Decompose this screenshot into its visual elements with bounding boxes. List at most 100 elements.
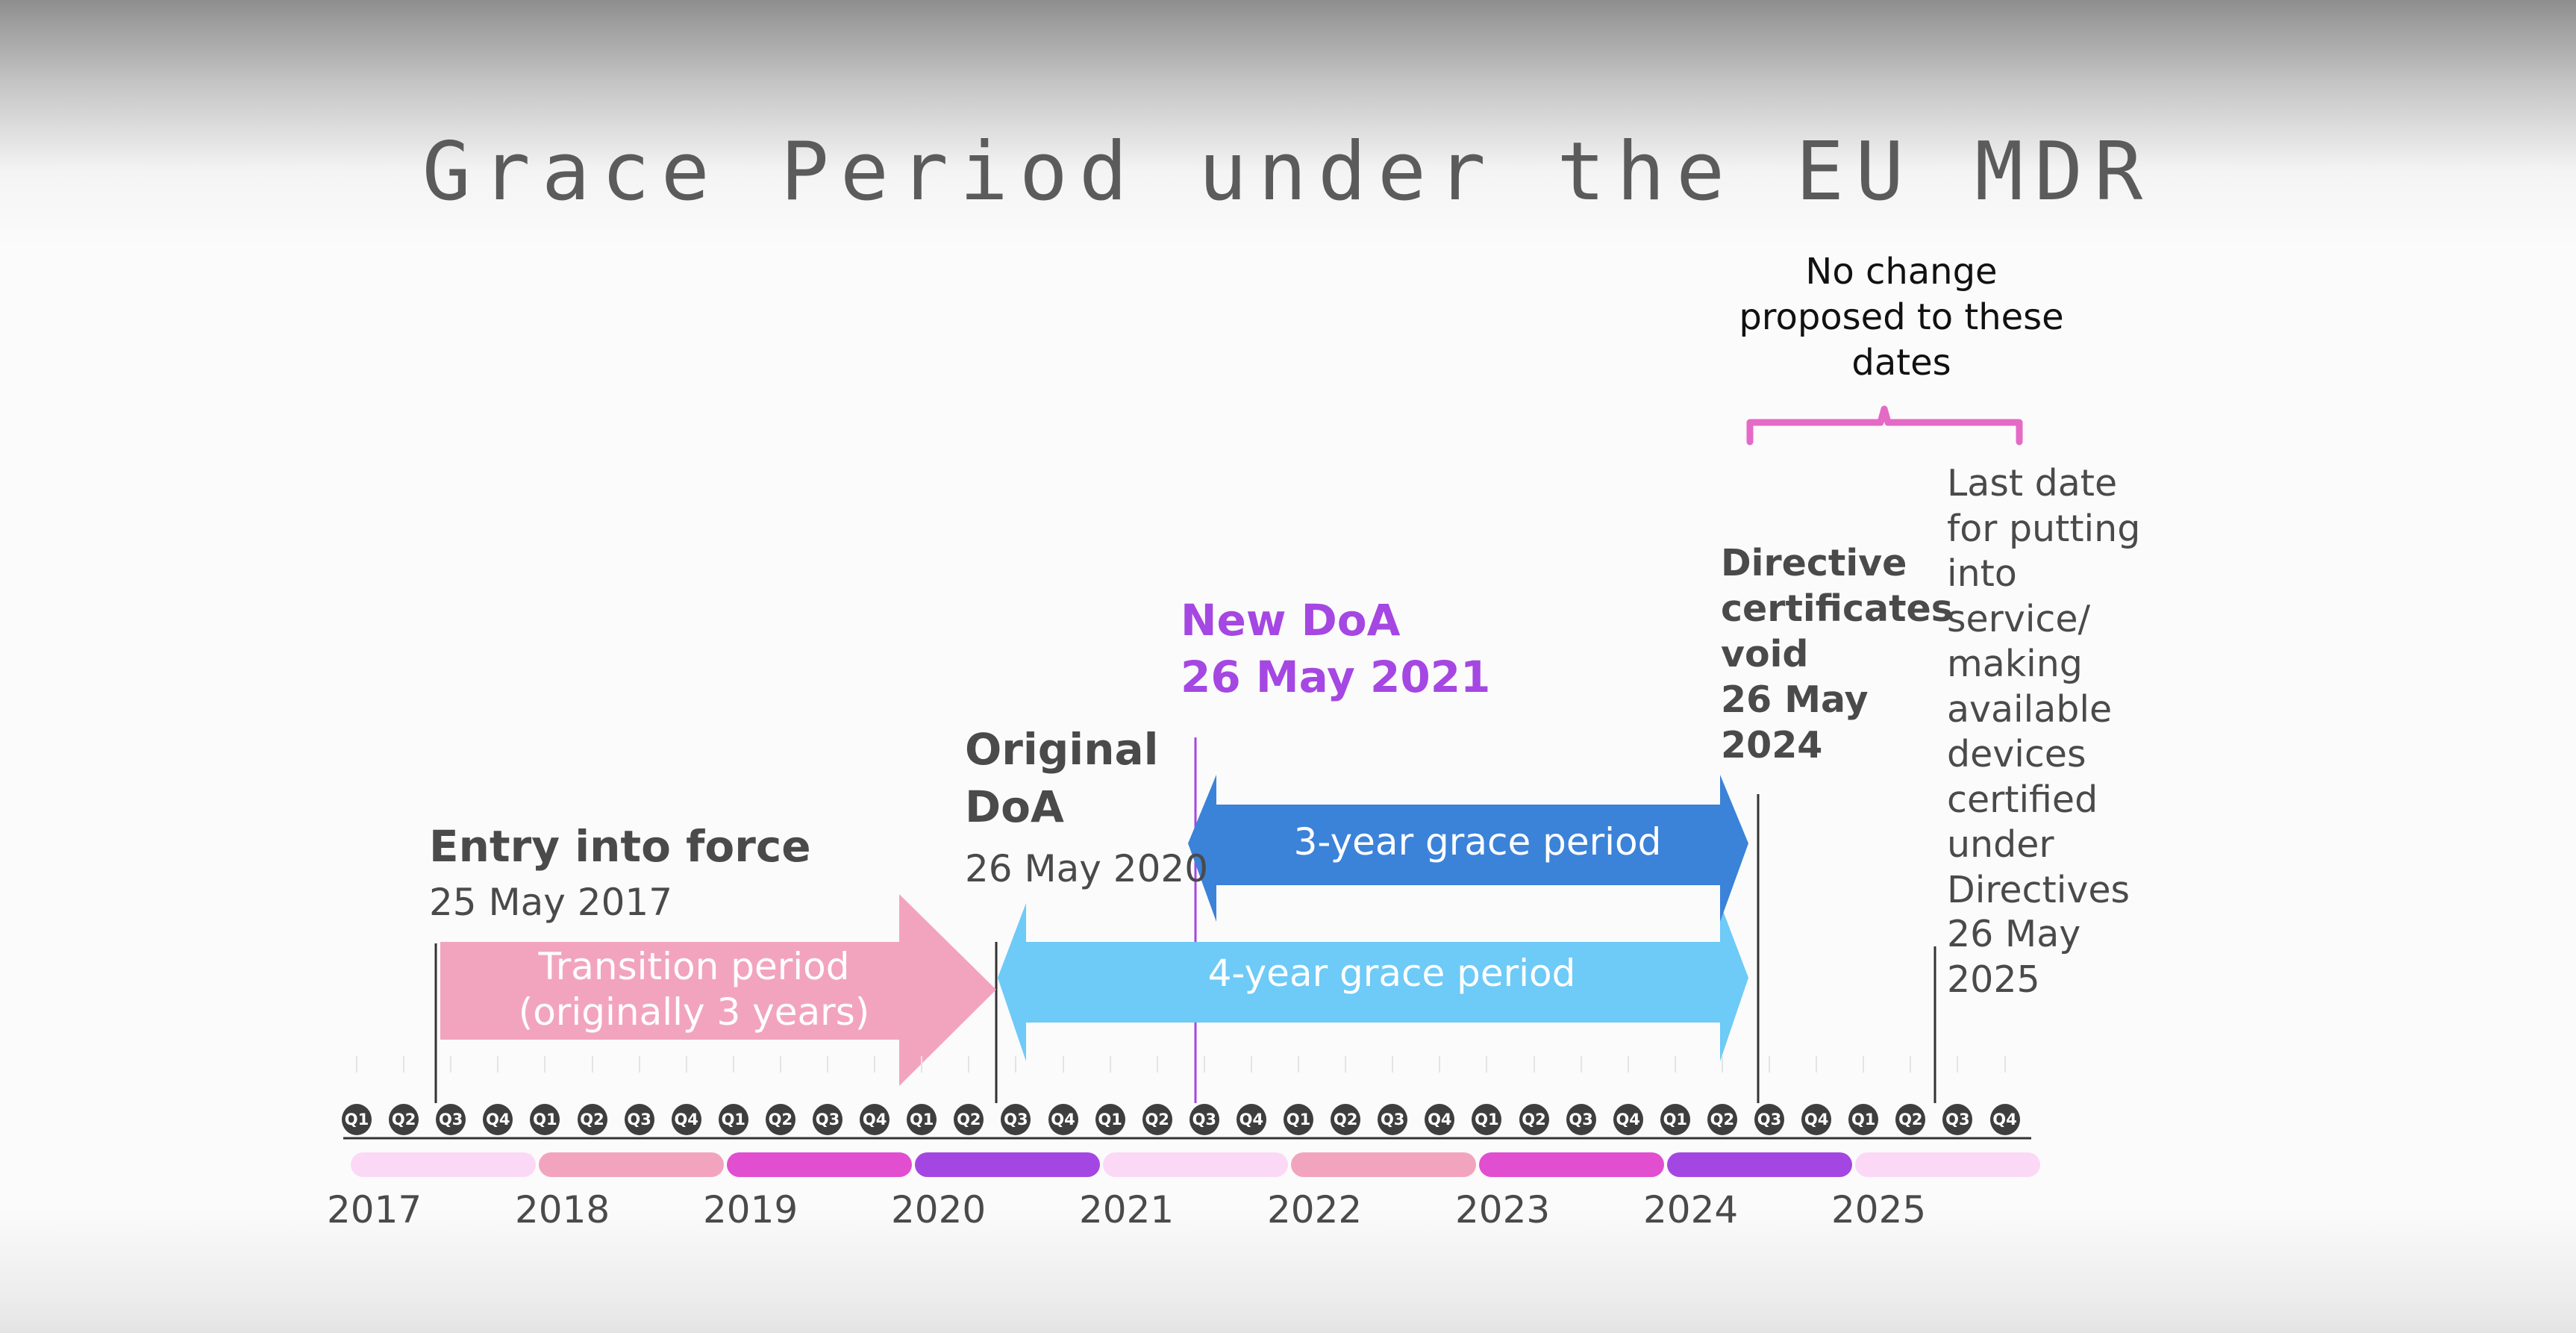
quarter-tick <box>1156 1056 1158 1073</box>
quarter-marker: Q1 <box>1095 1104 1125 1135</box>
quarter-tick <box>1533 1056 1535 1073</box>
quarter-tick <box>1439 1056 1441 1073</box>
new-doa-title: New DoA <box>1181 595 1401 646</box>
year-label: 2024 <box>1643 1188 1739 1231</box>
quarter-tick <box>1910 1056 1912 1073</box>
quarter-tick <box>779 1056 781 1073</box>
quarter-marker: Q1 <box>1284 1104 1313 1135</box>
transition-period-label: Transition period (originally 3 years) <box>518 945 870 1034</box>
4-year-grace-label: 4-year grace period <box>1207 952 1576 995</box>
quarter-tick <box>921 1056 923 1073</box>
year-bar <box>1479 1152 1664 1177</box>
quarter-marker: Q2 <box>1707 1104 1737 1135</box>
quarter-marker: Q2 <box>765 1104 795 1135</box>
quarter-tick <box>1721 1056 1723 1073</box>
quarter-marker: Q3 <box>813 1104 842 1135</box>
quarter-tick <box>874 1056 876 1073</box>
year-bar <box>351 1152 536 1177</box>
directive-certificates-void-date: 26 May 2024 <box>1721 678 1869 767</box>
entry-into-force-title: Entry into force <box>429 821 811 872</box>
quarter-tick <box>827 1056 828 1073</box>
quarter-marker: Q4 <box>483 1104 513 1135</box>
quarter-marker: Q2 <box>1519 1104 1549 1135</box>
quarter-marker: Q3 <box>1566 1104 1596 1135</box>
quarter-tick <box>1769 1056 1770 1073</box>
quarter-marker: Q4 <box>1236 1104 1266 1135</box>
quarter-tick <box>685 1056 687 1073</box>
quarter-tick <box>1345 1056 1347 1073</box>
quarter-marker: Q3 <box>624 1104 654 1135</box>
quarter-tick <box>1816 1056 1818 1073</box>
quarter-marker: Q2 <box>1142 1104 1172 1135</box>
original-doa-title: Original DoA <box>965 724 1159 832</box>
quarter-tick <box>1486 1056 1488 1073</box>
quarter-marker: Q3 <box>1001 1104 1031 1135</box>
quarter-marker: Q2 <box>954 1104 984 1135</box>
year-bar <box>1103 1152 1288 1177</box>
quarter-tick <box>1674 1056 1676 1073</box>
quarter-tick <box>1392 1056 1394 1073</box>
year-bar <box>1667 1152 1852 1177</box>
quarter-tick <box>1015 1056 1017 1073</box>
quarter-marker: Q2 <box>1895 1104 1926 1135</box>
year-label: 2023 <box>1455 1188 1551 1231</box>
quarter-tick <box>1203 1056 1205 1073</box>
quarter-marker: Q3 <box>1189 1104 1219 1135</box>
quarter-tick <box>1298 1056 1299 1073</box>
year-label: 2017 <box>327 1188 422 1231</box>
quarter-tick <box>1062 1056 1064 1073</box>
quarter-marker: Q2 <box>1331 1104 1361 1135</box>
quarter-tick <box>1627 1056 1629 1073</box>
directive-certificates-void-title: Directive certificates void <box>1721 542 1953 675</box>
quarter-marker: Q4 <box>1801 1104 1832 1135</box>
quarter-marker: Q1 <box>1660 1104 1690 1135</box>
quarter-tick <box>544 1056 546 1073</box>
quarter-tick <box>1580 1056 1582 1073</box>
transition-period-arrow <box>440 894 996 1086</box>
3-year-grace-label: 3-year grace period <box>1293 820 1662 864</box>
quarter-tick <box>591 1056 593 1073</box>
quarter-tick <box>403 1056 405 1073</box>
quarter-marker: Q4 <box>1425 1104 1455 1135</box>
3-year-grace-arrow <box>1188 775 1748 922</box>
quarter-tick <box>1957 1056 1959 1073</box>
quarter-marker: Q3 <box>1378 1104 1408 1135</box>
year-label: 2019 <box>703 1188 798 1231</box>
entry-into-force-date: 25 May 2017 <box>429 881 673 924</box>
quarter-marker: Q4 <box>671 1104 701 1135</box>
quarter-marker: Q3 <box>1942 1104 1973 1135</box>
quarter-marker: Q1 <box>342 1104 372 1135</box>
year-bar <box>915 1152 1100 1177</box>
quarter-marker: Q1 <box>718 1104 748 1135</box>
quarter-marker: Q4 <box>1613 1104 1643 1135</box>
quarter-marker: Q2 <box>389 1104 419 1135</box>
last-date-description: Last date for putting into service/ maki… <box>1947 462 2141 911</box>
quarter-marker: Q4 <box>860 1104 890 1135</box>
year-label: 2022 <box>1267 1188 1363 1231</box>
quarter-tick <box>2004 1056 2006 1073</box>
quarter-marker: Q1 <box>1848 1104 1879 1135</box>
quarter-tick <box>1863 1056 1865 1073</box>
year-bar <box>727 1152 912 1177</box>
quarter-marker: Q3 <box>1754 1104 1784 1135</box>
no-change-bracket <box>1746 405 2023 446</box>
no-change-note: No change proposed to these dates <box>1739 251 2064 384</box>
year-bar <box>539 1152 724 1177</box>
year-label: 2021 <box>1079 1188 1175 1231</box>
quarter-marker: Q1 <box>907 1104 937 1135</box>
year-label: 2025 <box>1831 1188 1927 1231</box>
quarter-marker: Q1 <box>530 1104 560 1135</box>
quarter-tick <box>638 1056 640 1073</box>
quarter-tick <box>1109 1056 1111 1073</box>
quarter-tick <box>356 1056 357 1073</box>
year-bar <box>1855 1152 2040 1177</box>
quarter-tick <box>732 1056 734 1073</box>
page-title: Grace Period under the EU MDR <box>422 125 2154 219</box>
quarter-tick <box>1250 1056 1252 1073</box>
original-doa-date: 26 May 2020 <box>965 847 1209 890</box>
4-year-grace-arrow <box>998 903 1748 1061</box>
quarter-tick <box>497 1056 499 1073</box>
year-label: 2020 <box>891 1188 987 1231</box>
new-doa-date: 26 May 2021 <box>1181 652 1491 702</box>
quarter-tick <box>968 1056 970 1073</box>
